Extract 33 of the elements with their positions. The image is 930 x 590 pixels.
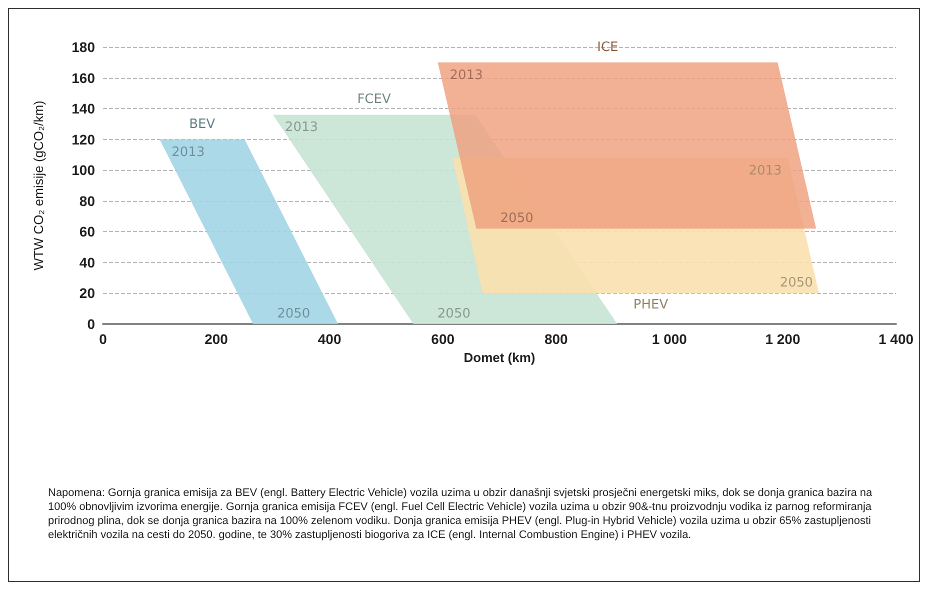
x-tick-label: 200 (204, 331, 228, 347)
annotation: 2013 (284, 120, 318, 136)
y-tick-label: 100 (72, 162, 96, 178)
x-axis-title: Domet (km) (464, 350, 536, 365)
series-label: PHEV (633, 298, 668, 313)
annotation: 2050 (500, 211, 534, 226)
y-tick-label: 40 (79, 254, 96, 270)
series-label: BEV (189, 116, 216, 132)
x-tick-label: 600 (431, 331, 455, 347)
annotation: 2050 (780, 276, 813, 291)
annotation: 2013 (450, 68, 483, 83)
y-tick-label: 160 (72, 70, 96, 86)
x-tick-label: 0 (99, 331, 108, 347)
y-tick-label: 0 (87, 316, 96, 332)
annotation: 2050 (277, 306, 310, 322)
series-label: FCEV (357, 92, 391, 108)
x-tick-label: 1 200 (765, 331, 800, 347)
annotation: 2013 (172, 144, 205, 160)
y-axis-title: WTW CO₂ emisije (gCO₂/km) (31, 100, 46, 270)
series-label: ICE (597, 40, 618, 55)
annotation: 2013 (748, 163, 782, 178)
x-tick-label: 400 (318, 331, 342, 347)
y-tick-label: 80 (79, 192, 96, 209)
y-tick-label: 120 (72, 131, 96, 148)
x-tick-label: 800 (544, 331, 568, 347)
y-tick-label: 60 (79, 224, 96, 240)
y-tick-label: 180 (72, 39, 96, 55)
y-tick-label: 20 (79, 285, 96, 302)
x-tick-label: 1 400 (878, 331, 914, 347)
annotation: 2050 (437, 306, 470, 322)
text: Napomena: Gornja granica emisija za BEV (engl. Battery Electric Vehicle) vozila uzima u obzir današnji svjetski prosječni energetski miks, dok se donja granica bazira na 100% obnovljivim izvorima energije. Gornja granica emisija FCEV (engl. Fuel Cell Electric Vehicle) vozila uzima u obzir 90&-tnu proizvodnju vodika iz parnog reformiranja prirodnog plina, dok se donja granica bazira na 100% zelenom vodiku. Donja granica emisija PHEV (engl. Plug-in Hybrid Vehicle) vozila uzima u obzir 65% zastupljenosti električnih vozila na cesti do 2050. godine, te 30% zastupljenosti biogoriva za ICE (engl. Internal Combustion Engine) i PHEV vozila. (48, 486, 874, 542)
x-tick-label: 1 000 (652, 331, 688, 347)
y-tick-label: 140 (72, 100, 96, 117)
